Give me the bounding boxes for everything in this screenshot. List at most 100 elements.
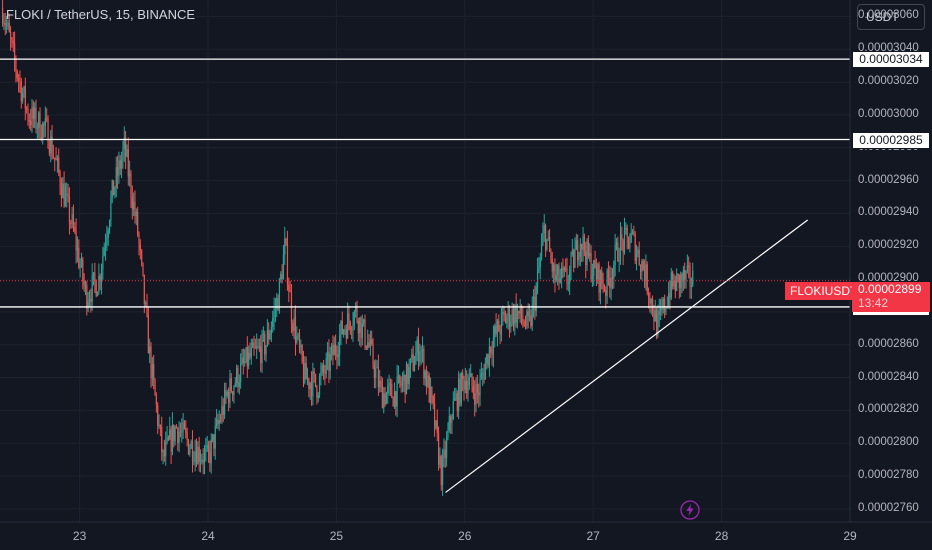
candle-body	[451, 418, 453, 423]
candle-body	[591, 276, 593, 280]
candle-body	[236, 367, 238, 384]
candle-body	[395, 391, 397, 407]
candle-body	[308, 378, 310, 389]
candle-body	[169, 429, 171, 440]
candle-body	[491, 352, 493, 355]
candle-body	[411, 354, 413, 359]
candle-body	[494, 326, 496, 338]
candle-body	[242, 358, 244, 363]
candle-body	[619, 234, 622, 261]
candle-body	[131, 197, 133, 210]
candle-body	[254, 347, 256, 349]
candle-body	[566, 268, 568, 284]
candle-body	[672, 272, 674, 287]
candle-body	[104, 244, 107, 248]
candle-body	[546, 239, 548, 250]
candle-body	[621, 234, 623, 240]
candle-body	[214, 425, 216, 449]
candle-body	[692, 270, 694, 286]
candle-body	[91, 275, 93, 302]
horizontal-lines[interactable]	[0, 58, 850, 308]
candle-body	[645, 264, 647, 281]
candle-body	[424, 370, 426, 379]
candle-body	[669, 292, 671, 298]
candle-body	[499, 331, 501, 335]
candle-body	[78, 247, 80, 268]
candle-body	[480, 373, 482, 379]
currency-button[interactable]: USDT	[857, 4, 925, 30]
candle-body	[201, 459, 203, 461]
candle-body	[389, 383, 392, 385]
candle-body	[18, 77, 20, 81]
candle-body	[539, 257, 541, 268]
candle-body	[100, 269, 103, 282]
lightning-icon[interactable]	[680, 500, 700, 520]
candle-body	[138, 234, 140, 244]
candle-body	[615, 242, 618, 246]
candle-body	[483, 373, 485, 380]
candle-body	[221, 406, 223, 421]
candle-body	[467, 385, 469, 394]
candle-body	[151, 364, 153, 379]
candle-body	[322, 365, 325, 373]
candle-body	[634, 234, 636, 261]
candle-body	[324, 372, 326, 374]
candle-body	[90, 298, 92, 302]
candle-body	[472, 386, 474, 393]
candle-body	[284, 238, 286, 255]
candle-body	[575, 240, 577, 250]
candle-body	[182, 422, 184, 431]
trend-line[interactable]	[445, 219, 808, 493]
candle-body	[486, 354, 488, 364]
candle-body	[611, 277, 614, 279]
candle-body	[662, 299, 664, 310]
candle-body	[585, 251, 587, 266]
candle-body	[527, 311, 529, 317]
candle-body	[238, 382, 240, 387]
candle-body	[554, 264, 556, 281]
candle-body	[112, 180, 115, 196]
horizontal-line-label: 0.00002985	[852, 131, 930, 149]
candle-body	[137, 211, 139, 235]
candle-body	[347, 313, 349, 339]
candle-body	[455, 393, 457, 399]
candle-body	[154, 379, 156, 396]
candle-body	[264, 333, 266, 355]
candle-body	[478, 392, 480, 396]
candle-body	[234, 383, 236, 387]
candle-body	[590, 253, 592, 280]
candle-body	[314, 373, 317, 386]
candle-body	[567, 283, 569, 285]
candle-body	[4, 22, 6, 26]
candle-body	[363, 319, 365, 324]
candle-body	[218, 420, 220, 425]
candle-body	[40, 137, 42, 139]
candle-body	[360, 317, 362, 338]
candle-body	[678, 274, 680, 288]
candle-body	[355, 305, 357, 312]
candle-body	[508, 308, 511, 328]
candle-body	[668, 292, 670, 306]
candle-body	[607, 269, 610, 278]
candle-body	[162, 450, 164, 453]
candle-body	[348, 313, 350, 323]
candle-body	[46, 118, 48, 120]
candle-body	[586, 240, 588, 266]
candle-body	[503, 312, 505, 315]
candle-body	[153, 364, 155, 380]
candle-body	[241, 358, 243, 364]
candle-body	[594, 260, 596, 269]
candle-body	[345, 329, 347, 339]
candle-body	[391, 384, 393, 398]
candle-body	[413, 364, 416, 371]
candle-body	[664, 299, 666, 312]
price-tick-label: 0.00002860	[858, 337, 919, 350]
candle-body	[269, 333, 271, 340]
candle-body	[249, 352, 251, 358]
candle-body	[531, 304, 533, 327]
candle-body	[397, 375, 400, 377]
candle-body	[571, 250, 573, 255]
candle-body	[661, 307, 663, 310]
candle-body	[496, 320, 499, 334]
